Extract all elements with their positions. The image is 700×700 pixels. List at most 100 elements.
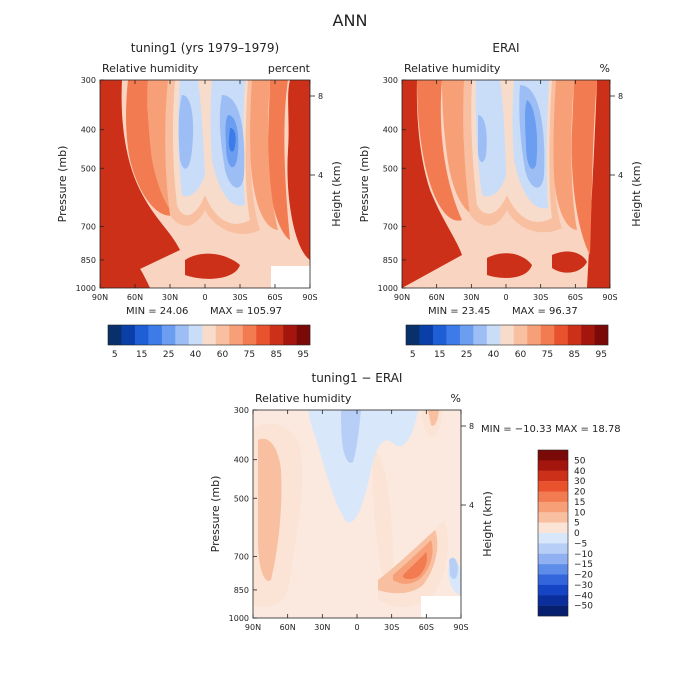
colorbar-swatch — [256, 325, 270, 345]
colorbar-swatch — [134, 325, 149, 345]
colorbar-label: −40 — [574, 591, 593, 601]
y-tick-label: 300 — [81, 76, 96, 85]
height-tick-label: 4 — [469, 501, 474, 510]
panel-title: tuning1 − ERAI — [312, 371, 403, 385]
x-tick-label: 30N — [314, 623, 330, 632]
colorbar-label: 25 — [461, 350, 472, 360]
panel-subtitle-right: % — [600, 62, 610, 75]
colorbar-label: 60 — [217, 350, 229, 360]
max-label: MAX = 96.37 — [512, 306, 578, 317]
x-tick-label: 30S — [232, 293, 247, 302]
contour-region — [378, 530, 438, 594]
colorbar-label: 40 — [574, 467, 586, 477]
colorbar-label: 15 — [574, 498, 585, 508]
colorbar-swatch — [296, 325, 311, 345]
panel-title: ERAI — [492, 41, 519, 55]
colorbar-label: 15 — [136, 350, 147, 360]
contour-region — [372, 450, 394, 581]
y-tick-label: 1000 — [76, 284, 96, 293]
contour-region — [478, 115, 487, 163]
y-axis-label: Pressure (mb) — [358, 146, 371, 223]
y-axis-label: Pressure (mb) — [56, 146, 69, 223]
x-tick-label: 90S — [602, 293, 617, 302]
colorbar-swatch — [538, 584, 568, 596]
contour-region — [341, 410, 361, 463]
colorbar-swatch — [538, 574, 568, 586]
y-tick-label: 400 — [383, 126, 398, 135]
colorbar-swatch — [419, 325, 434, 345]
colorbar-label: 40 — [488, 350, 500, 360]
min-max-label: MIN = −10.33 MAX = 18.78 — [481, 424, 621, 435]
panel-subtitle-right: % — [451, 392, 461, 405]
panels: tuning1 (yrs 1979–1979) Relative humidity… — [56, 41, 643, 632]
y-tick-label: 850 — [383, 256, 398, 265]
x-tick-label: 30N — [463, 293, 479, 302]
colorbar-swatch — [538, 595, 568, 606]
y-tick-label: 700 — [81, 222, 96, 231]
contour-region — [267, 80, 290, 240]
colorbar-label: 75 — [244, 350, 255, 360]
colorbar-label: 5 — [112, 350, 118, 360]
x-tick-label: 0 — [354, 623, 359, 632]
y-tick-label: 700 — [234, 552, 249, 561]
x-tick-label: 90N — [394, 293, 410, 302]
contour-field — [402, 80, 610, 288]
colorbar-swatch — [108, 325, 122, 345]
x-tick-label: 60S — [267, 293, 282, 302]
colorbar-swatch — [486, 325, 501, 345]
y-tick-label: 500 — [234, 494, 249, 503]
height-tick-label: 8 — [318, 92, 323, 101]
contour-region — [571, 80, 597, 255]
colorbar-swatch — [406, 325, 420, 345]
contour-field — [100, 80, 310, 288]
x-tick-label: 90S — [453, 623, 468, 632]
colorbar-label: 95 — [298, 350, 309, 360]
y-axis-label: Pressure (mb) — [209, 476, 222, 553]
colorbar-swatch — [538, 553, 568, 565]
height-tick-label: 8 — [469, 422, 474, 431]
colorbar-label: 5 — [410, 350, 416, 360]
colorbar-swatch — [446, 325, 461, 345]
colorbar-label: −20 — [574, 571, 593, 581]
missing-data-region — [271, 266, 310, 288]
colorbar-swatch — [215, 325, 230, 345]
y-tick-label: 1000 — [378, 284, 398, 293]
colorbar: 5 15 25 40 60 75 85 95 — [107, 324, 311, 360]
contour-region — [287, 80, 310, 260]
colorbar-label: 85 — [569, 350, 580, 360]
colorbar-swatch — [269, 325, 284, 345]
colorbar-swatch — [538, 605, 568, 617]
colorbar-swatch — [148, 325, 163, 345]
x-tick-label: 90N — [245, 623, 261, 632]
colorbar-swatch — [538, 522, 568, 534]
height-tick-label: 8 — [618, 92, 623, 101]
missing-data-region — [421, 596, 461, 618]
height-tick-label: 4 — [618, 171, 623, 180]
colorbar-swatch — [175, 325, 189, 345]
colorbar-swatch — [202, 325, 216, 345]
panel-title: tuning1 (yrs 1979–1979) — [131, 41, 279, 55]
colorbar-swatch — [554, 325, 568, 345]
x-tick-label: 90N — [92, 293, 108, 302]
contour-region — [100, 80, 180, 288]
colorbar-swatch — [538, 512, 568, 523]
y-tick-label: 300 — [234, 406, 249, 415]
x-tick-label: 0 — [503, 293, 508, 302]
y-tick-label: 400 — [81, 126, 96, 135]
contour-region — [147, 80, 190, 221]
colorbar-label: 40 — [190, 350, 202, 360]
colorbar-label: 95 — [596, 350, 607, 360]
colorbar-swatch — [473, 325, 487, 345]
contour-region — [308, 410, 418, 523]
colorbar-frame — [107, 324, 311, 346]
colorbar-swatch — [121, 325, 136, 345]
panel-3: tuning1 − ERAI Relative humidity % 90N 60N 30… — [209, 371, 621, 632]
x-tick-label: 0 — [202, 293, 207, 302]
colorbar-swatch — [459, 325, 474, 345]
colorbar-swatch — [538, 450, 568, 461]
colorbar-swatch — [527, 325, 541, 345]
colorbar-swatch — [432, 325, 447, 345]
colorbar-frame — [405, 324, 609, 346]
y-tick-label: 850 — [234, 586, 249, 595]
